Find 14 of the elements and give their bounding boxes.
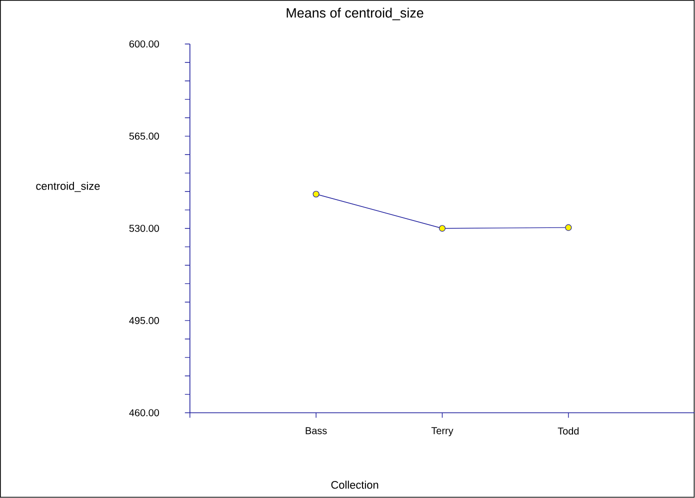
chart-title: Means of centroid_size [286,8,424,20]
y-tick-label: 460.00 [129,409,160,416]
y-tick-label: 600.00 [129,40,160,48]
x-axis-title: Collection [331,480,378,489]
x-tick-label: Todd [558,427,579,435]
point [565,224,572,231]
x-tick-label: Bass [306,427,327,434]
point [438,225,446,232]
y-tick-label: 565.00 [129,132,160,140]
y-tick-label: 495.00 [129,317,160,324]
point [312,190,320,198]
y-axis-title: centroid_size [36,182,100,192]
y-tick-label: 530.00 [129,224,160,232]
x-tick-label: Terry [431,427,454,436]
